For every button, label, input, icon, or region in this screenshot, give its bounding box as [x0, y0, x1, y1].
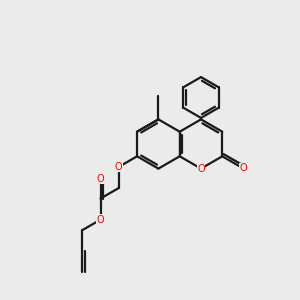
Text: O: O — [97, 215, 104, 225]
Text: O: O — [197, 164, 205, 174]
Text: O: O — [115, 162, 123, 172]
Text: O: O — [97, 174, 104, 184]
Text: O: O — [239, 163, 247, 173]
